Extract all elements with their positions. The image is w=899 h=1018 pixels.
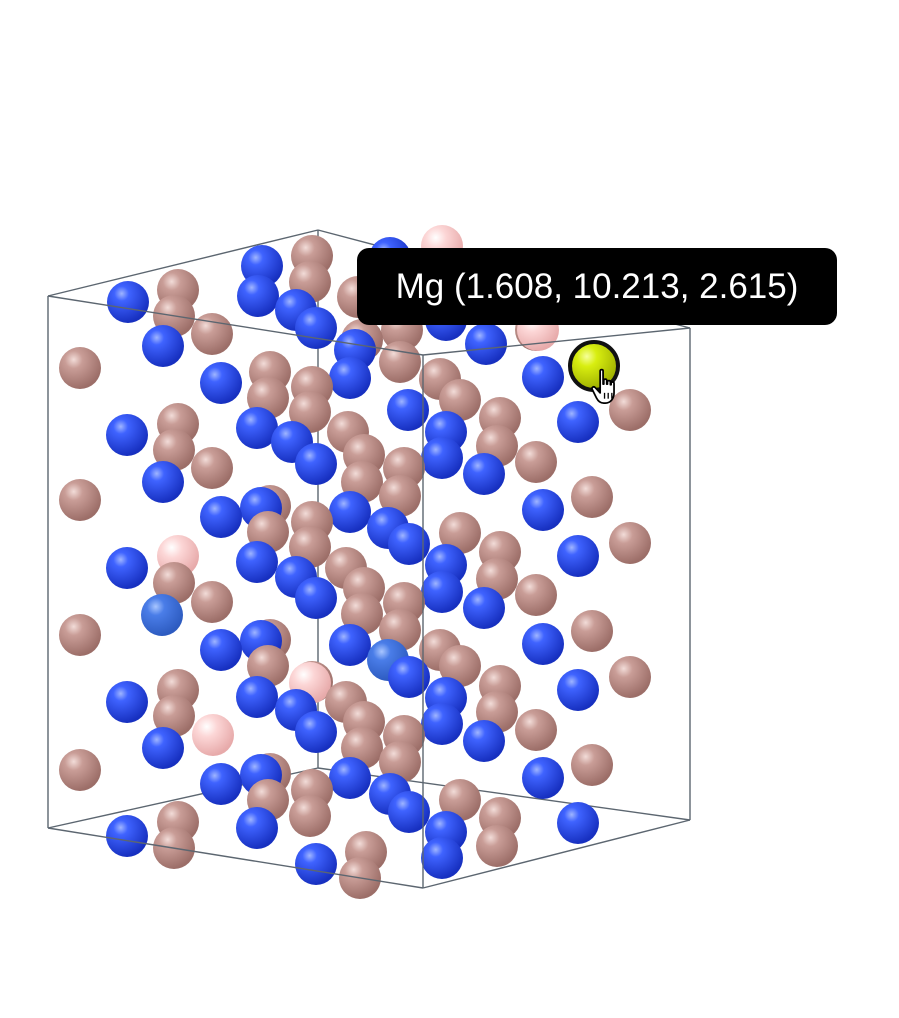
atom-rose[interactable]: [609, 656, 651, 698]
atom-blue[interactable]: [142, 727, 184, 769]
atom-blue[interactable]: [329, 624, 371, 666]
atom-rose[interactable]: [609, 522, 651, 564]
atom-blue[interactable]: [388, 523, 430, 565]
atom-blue[interactable]: [557, 669, 599, 711]
atom-rose[interactable]: [476, 825, 518, 867]
atom-blue[interactable]: [236, 407, 278, 449]
atom-blue[interactable]: [388, 656, 430, 698]
atom-blue[interactable]: [142, 325, 184, 367]
atom-blue[interactable]: [463, 453, 505, 495]
atom-rose[interactable]: [379, 741, 421, 783]
atom-rose[interactable]: [153, 695, 195, 737]
atom-blue[interactable]: [106, 681, 148, 723]
unit-cell-front-edges: [47, 295, 691, 889]
atom-blue[interactable]: [557, 802, 599, 844]
atom-tooltip: Mg (1.608, 10.213, 2.615): [357, 248, 837, 325]
atom-blue[interactable]: [463, 587, 505, 629]
atom-blue[interactable]: [295, 843, 337, 885]
atom-rose[interactable]: [439, 512, 481, 554]
atom-blue[interactable]: [522, 623, 564, 665]
atom-blue[interactable]: [421, 437, 463, 479]
atom-rose[interactable]: [439, 645, 481, 687]
atom-rose[interactable]: [153, 562, 195, 604]
atom-blue[interactable]: [236, 541, 278, 583]
atom-blue[interactable]: [329, 757, 371, 799]
atom-blue[interactable]: [295, 711, 337, 753]
atom-rose[interactable]: [59, 347, 101, 389]
atom-rose[interactable]: [571, 610, 613, 652]
atom-blue[interactable]: [421, 837, 463, 879]
atom-rose[interactable]: [571, 744, 613, 786]
unit-cell-front-edge-5: [47, 827, 424, 889]
atom-blue[interactable]: [106, 414, 148, 456]
atom-blue[interactable]: [200, 763, 242, 805]
atom-blue[interactable]: [388, 791, 430, 833]
atom-rose[interactable]: [439, 379, 481, 421]
atom-blue[interactable]: [107, 281, 149, 323]
atom-blue[interactable]: [237, 275, 279, 317]
atom-rose[interactable]: [515, 709, 557, 751]
atom-blue[interactable]: [522, 757, 564, 799]
atom-rose[interactable]: [515, 441, 557, 483]
atom-rose[interactable]: [191, 447, 233, 489]
atom-blue[interactable]: [557, 535, 599, 577]
atom-rose[interactable]: [59, 749, 101, 791]
atom-rose[interactable]: [571, 476, 613, 518]
unit-cell-back-edge-0: [47, 229, 319, 297]
atom-blue[interactable]: [522, 489, 564, 531]
atom-blue[interactable]: [522, 356, 564, 398]
atom-rose[interactable]: [153, 429, 195, 471]
atom-rose[interactable]: [289, 795, 331, 837]
atoms-group: [59, 225, 651, 899]
atom-blue-light[interactable]: [141, 594, 183, 636]
atom-blue[interactable]: [295, 307, 337, 349]
atom-blue[interactable]: [200, 496, 242, 538]
atom-blue[interactable]: [200, 362, 242, 404]
atom-rose[interactable]: [379, 341, 421, 383]
atom-rose[interactable]: [59, 479, 101, 521]
atom-blue[interactable]: [465, 323, 507, 365]
atom-blue[interactable]: [329, 357, 371, 399]
atom-blue[interactable]: [329, 491, 371, 533]
unit-cell-front-edge-2: [422, 327, 691, 356]
atom-blue[interactable]: [295, 443, 337, 485]
unit-cell-front-edge-1: [47, 295, 424, 356]
atom-blue[interactable]: [236, 676, 278, 718]
atom-blue[interactable]: [295, 577, 337, 619]
atom-rose[interactable]: [515, 574, 557, 616]
atom-rose[interactable]: [609, 389, 651, 431]
atom-blue[interactable]: [387, 389, 429, 431]
unit-cell-front-edge-6: [422, 819, 691, 889]
atom-rose[interactable]: [379, 475, 421, 517]
atom-rose[interactable]: [191, 581, 233, 623]
atom-blue[interactable]: [142, 461, 184, 503]
atom-blue[interactable]: [106, 547, 148, 589]
atom-blue[interactable]: [421, 703, 463, 745]
atom-blue[interactable]: [463, 720, 505, 762]
atom-blue[interactable]: [421, 571, 463, 613]
atom-blue[interactable]: [200, 629, 242, 671]
atom-rose[interactable]: [439, 779, 481, 821]
atom-rose[interactable]: [59, 614, 101, 656]
atom-blue[interactable]: [236, 807, 278, 849]
pointer-hand-icon: [591, 368, 615, 404]
atom-pink[interactable]: [192, 714, 234, 756]
atom-blue[interactable]: [557, 401, 599, 443]
atom-blue[interactable]: [106, 815, 148, 857]
